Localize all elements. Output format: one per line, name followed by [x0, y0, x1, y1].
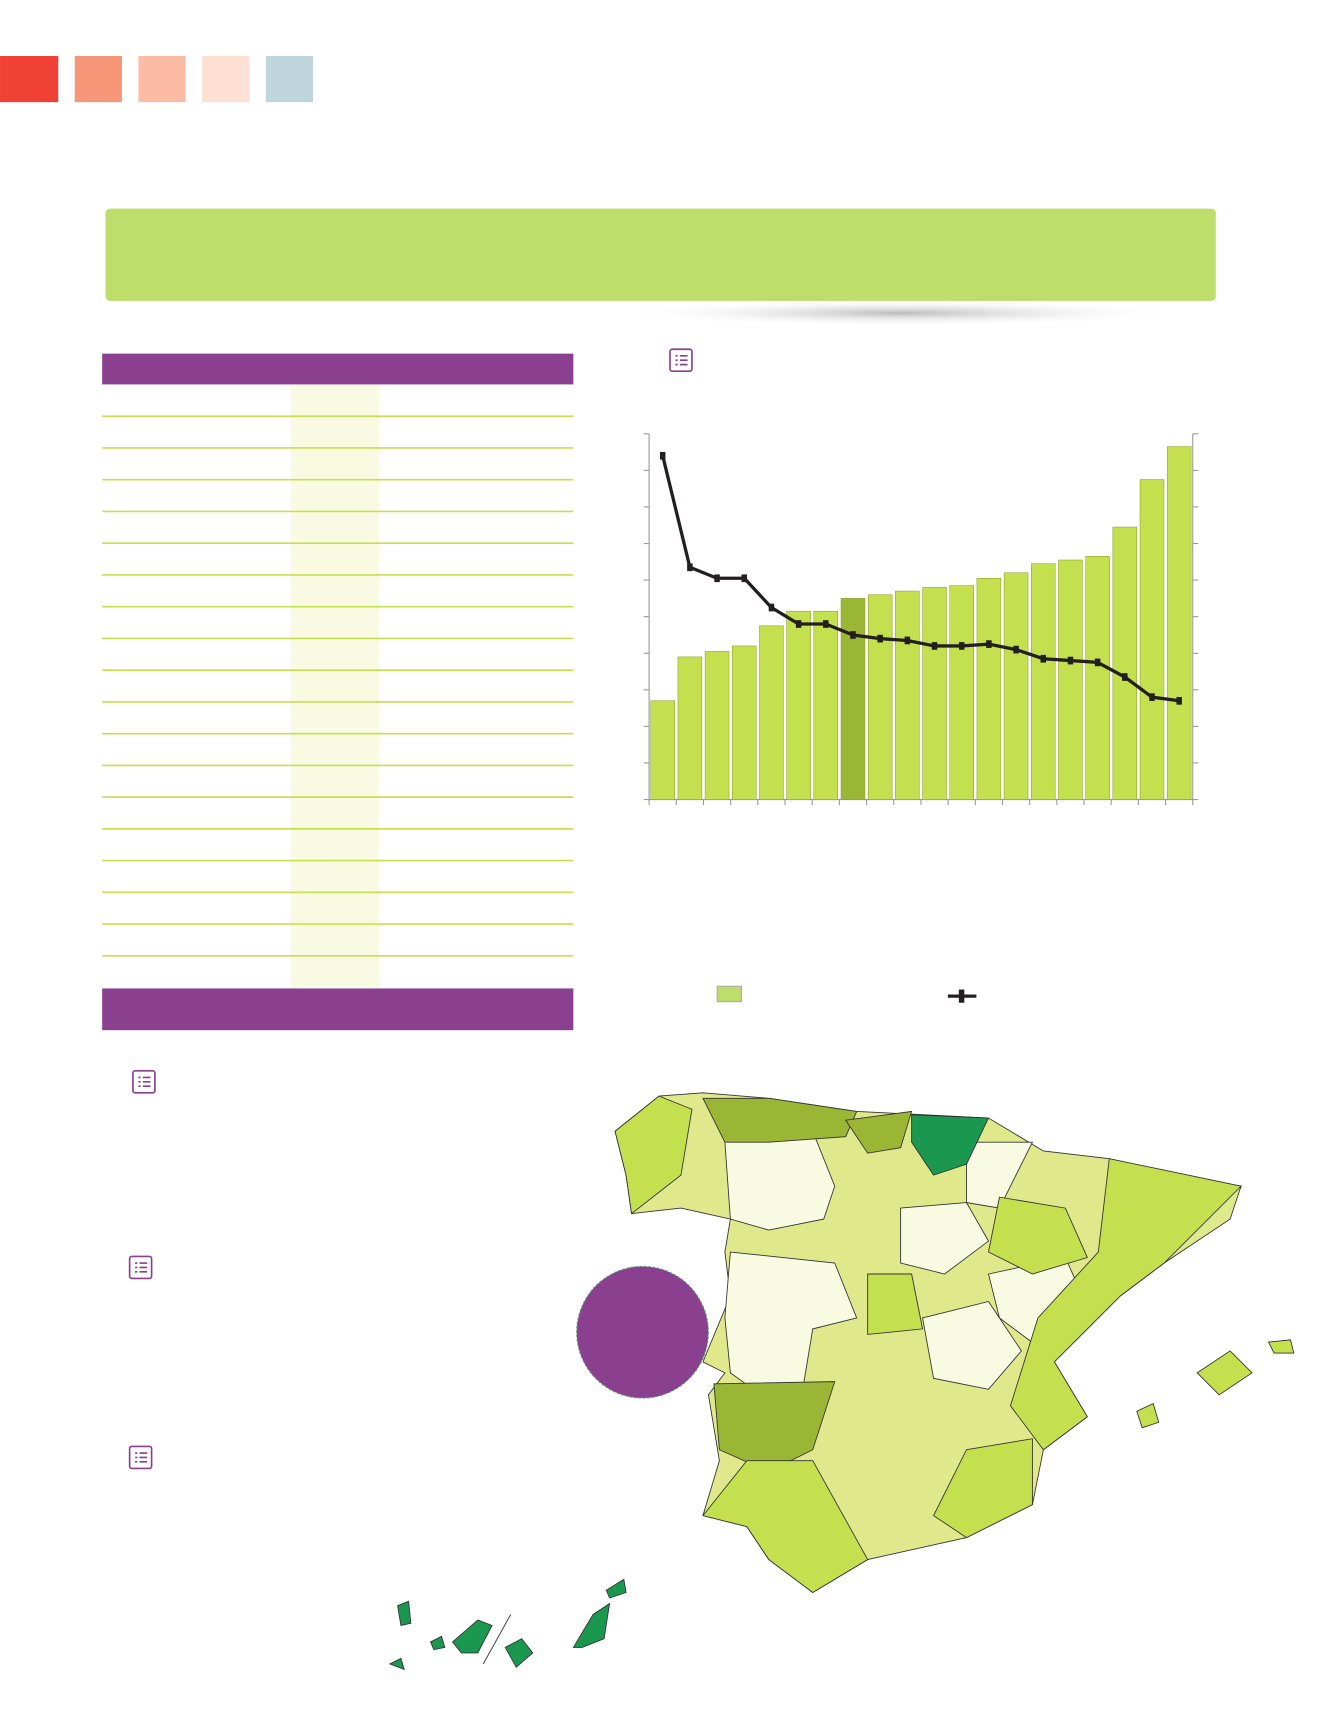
bar [1058, 559, 1083, 800]
line-marker [1013, 645, 1019, 654]
line-marker [714, 574, 720, 583]
chart [643, 433, 1199, 1003]
legend-swatch [716, 985, 742, 1003]
line-marker [1122, 673, 1128, 681]
bar [1139, 479, 1165, 800]
bar [813, 610, 839, 800]
line-marker [1149, 693, 1155, 701]
line-marker [958, 642, 965, 650]
bar [895, 590, 920, 800]
line-marker [986, 640, 992, 648]
bar [1085, 556, 1110, 800]
bar [650, 700, 675, 800]
bar [786, 610, 811, 800]
bar [704, 651, 730, 800]
line-marker [1094, 658, 1101, 667]
line-marker [768, 603, 775, 612]
line [661, 455, 1180, 703]
bar [732, 645, 757, 800]
line-marker [877, 634, 883, 643]
bar [1003, 572, 1029, 800]
legend-marker [958, 989, 965, 1003]
table [102, 353, 574, 1031]
bar [867, 594, 893, 800]
bar [1112, 526, 1138, 800]
line-marker [659, 451, 666, 460]
shadow [615, 299, 1187, 327]
bar [1166, 446, 1192, 800]
line-marker [904, 636, 911, 645]
map [388, 1092, 1295, 1671]
line-marker [687, 563, 693, 572]
bar [840, 598, 866, 800]
icons [128, 348, 693, 1470]
bar [976, 578, 1002, 800]
line-marker [850, 631, 856, 639]
line-marker [795, 620, 802, 628]
highlight-circle [576, 1265, 709, 1399]
bar [949, 585, 974, 800]
line-marker [1040, 654, 1047, 663]
color-squares [0, 56, 314, 103]
line-marker [1176, 696, 1182, 705]
line-marker [1067, 656, 1074, 665]
bar [922, 587, 947, 800]
bar [677, 656, 703, 800]
bar [1031, 563, 1056, 800]
line-marker [823, 620, 829, 628]
bar [759, 625, 784, 800]
banner [105, 208, 1216, 301]
line-marker [931, 642, 938, 650]
line-marker [741, 574, 747, 583]
